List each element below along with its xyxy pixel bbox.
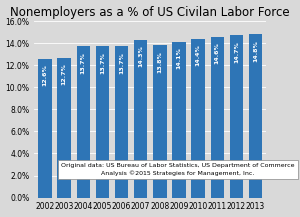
Text: 14.7%: 14.7% <box>234 41 239 63</box>
Bar <box>249 34 262 198</box>
Bar <box>134 40 147 198</box>
Title: Nonemployers as a % of US Civilan Labor Force: Nonemployers as a % of US Civilan Labor … <box>11 6 290 19</box>
Bar <box>172 42 186 198</box>
Bar <box>211 36 224 198</box>
Text: 13.7%: 13.7% <box>100 52 105 74</box>
Text: 12.6%: 12.6% <box>42 64 47 86</box>
Text: 14.3%: 14.3% <box>138 45 143 67</box>
Bar <box>38 59 52 198</box>
Text: 14.8%: 14.8% <box>253 40 258 62</box>
Bar <box>230 35 243 198</box>
Text: Original data: US Bureau of Labor Statistics, US Department of Commerce
Analysis: Original data: US Bureau of Labor Statis… <box>61 163 295 176</box>
Text: 12.7%: 12.7% <box>61 63 67 85</box>
Text: 14.6%: 14.6% <box>215 42 220 64</box>
Text: 13.7%: 13.7% <box>81 52 86 74</box>
Bar <box>153 45 166 198</box>
Bar <box>115 46 128 198</box>
Bar <box>76 46 90 198</box>
Text: 13.7%: 13.7% <box>119 52 124 74</box>
Text: 13.8%: 13.8% <box>157 51 162 73</box>
Bar <box>191 39 205 198</box>
Text: 14.4%: 14.4% <box>196 44 201 66</box>
Bar <box>96 46 109 198</box>
Text: 14.1%: 14.1% <box>176 48 181 69</box>
Bar <box>57 58 71 198</box>
